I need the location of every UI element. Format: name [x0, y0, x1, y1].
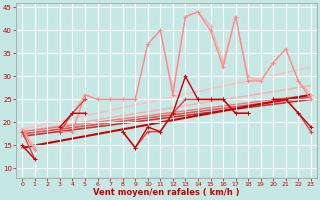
X-axis label: Vent moyen/en rafales ( km/h ): Vent moyen/en rafales ( km/h )	[93, 188, 240, 197]
